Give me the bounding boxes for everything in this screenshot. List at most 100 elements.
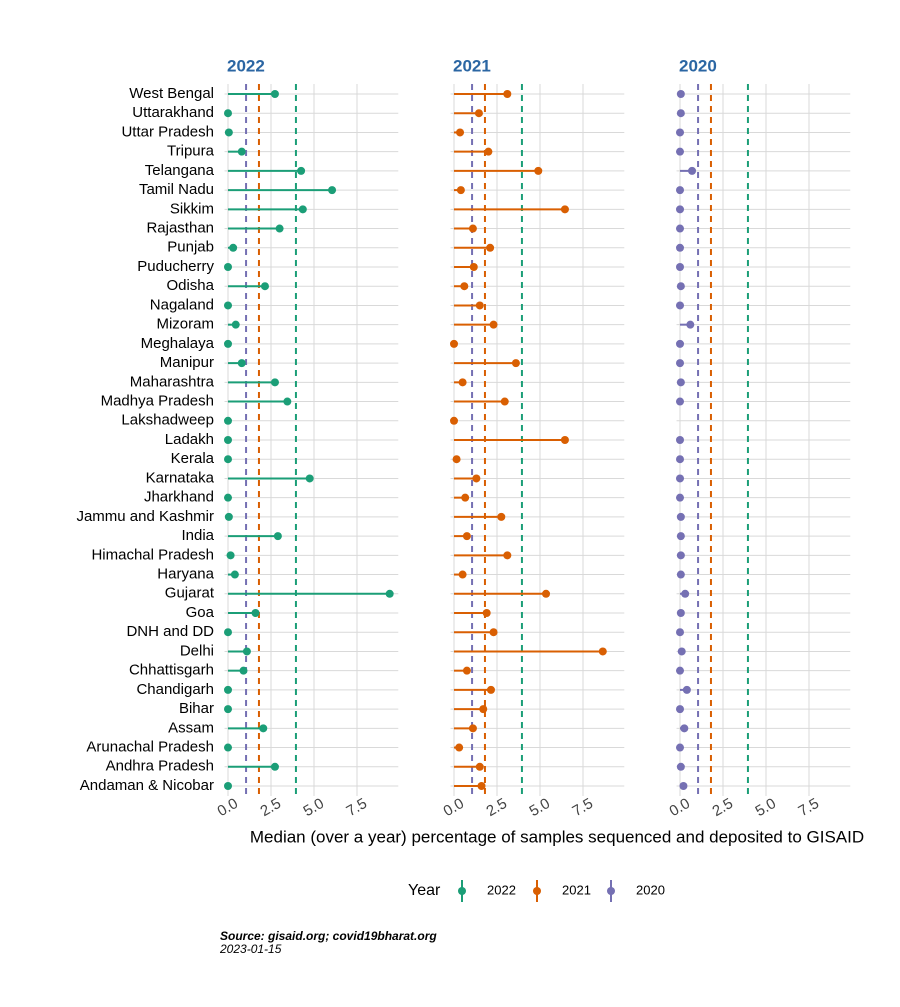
lollipop-dot (686, 320, 695, 329)
lollipop-dot (462, 532, 471, 541)
lollipop-dot (283, 397, 292, 406)
lollipop-dot (681, 589, 690, 598)
lollipop-dot (676, 532, 685, 541)
x-tick-label: 2.5 (257, 795, 284, 820)
y-tick-label: Chhattisgarh (129, 662, 214, 679)
panel-title: 2020 (679, 56, 717, 75)
lollipop-dot (676, 397, 684, 406)
y-tick-label: Punjab (167, 239, 214, 256)
lollipop-dot (305, 474, 314, 483)
lollipop-dot (676, 128, 684, 137)
lollipop-dot (456, 186, 465, 195)
lollipop-dot (237, 147, 246, 156)
lollipop-dot (677, 647, 686, 656)
panel-title: 2021 (453, 56, 491, 75)
lollipop-dot (461, 493, 470, 502)
lollipop-dot (676, 493, 684, 502)
y-tick-label: Puducherry (137, 258, 214, 275)
y-tick-label: Haryana (157, 566, 214, 583)
lollipop-dot (475, 762, 484, 771)
y-tick-label: Himachal Pradesh (91, 546, 214, 563)
lollipop-dot (676, 263, 684, 271)
lollipop-dot (560, 436, 569, 444)
lollipop-dot (479, 705, 488, 714)
x-tick-label: 0.0 (666, 795, 693, 820)
lollipop-dot (676, 339, 684, 348)
y-tick-label: DNH and DD (126, 623, 214, 640)
y-tick-label: Meghalaya (141, 335, 215, 352)
lollipop-dot (450, 416, 458, 425)
lollipop-dot (224, 263, 232, 271)
y-tick-label: Kerala (171, 450, 215, 467)
x-tick-label: 7.5 (569, 795, 596, 820)
lollipop-dot (450, 339, 458, 348)
lollipop-dot (452, 455, 461, 464)
panel-title: 2022 (227, 56, 265, 75)
lollipop-dot (475, 301, 484, 310)
x-tick-label: 5.0 (300, 795, 327, 820)
y-tick-label: Sikkim (170, 200, 214, 217)
lollipop-dot (486, 243, 495, 252)
lollipop-dot (682, 685, 691, 694)
lollipop-dot (231, 320, 240, 329)
lollipop-dot (270, 378, 279, 387)
y-tick-label: Andaman & Nicobar (80, 777, 214, 794)
x-tick-label: 0.0 (214, 795, 241, 820)
x-tick-label: 2.5 (709, 795, 736, 820)
legend-key (458, 887, 466, 895)
lollipop-dot (680, 724, 689, 733)
lollipop-dot (676, 186, 684, 195)
lollipop-dot (455, 743, 464, 752)
lollipop-dot (224, 109, 232, 118)
source: Source: gisaid.org; covid19bharat.org (220, 929, 437, 943)
lollipop-dot (598, 647, 607, 656)
lollipop-dot (385, 589, 394, 598)
lollipop-dot (270, 90, 279, 98)
lollipop-dot (472, 474, 481, 483)
x-axis-label: Median (over a year) percentage of sampl… (250, 827, 864, 846)
lollipop-dot (226, 551, 235, 560)
x-tick-label: 0.0 (440, 795, 467, 820)
lollipop-dot (676, 762, 685, 771)
lollipop-dot (676, 455, 684, 464)
y-tick-label: Karnataka (146, 469, 215, 486)
lollipop-dot (560, 205, 569, 214)
lollipop-dot (298, 205, 307, 214)
lollipop-dot (456, 128, 465, 137)
lollipop-dot (468, 224, 477, 233)
lollipop-dot (297, 166, 306, 175)
lollipop-dot (462, 666, 471, 675)
y-tick-label: Madhya Pradesh (101, 393, 214, 410)
lollipop-dot (676, 378, 685, 387)
lollipop-dot (676, 282, 685, 291)
y-tick-label: Tripura (167, 143, 215, 160)
lollipop-dot (458, 378, 467, 387)
lollipop-dot (486, 685, 495, 694)
lollipop-dot (676, 301, 684, 310)
x-tick-label: 5.0 (752, 795, 779, 820)
x-tick-label: 7.5 (795, 795, 822, 820)
legend-key (607, 887, 615, 895)
lollipop-dot (676, 205, 684, 214)
legend-label: 2021 (562, 882, 591, 897)
lollipop-dot (676, 436, 684, 444)
lollipop-dot (676, 512, 685, 521)
y-tick-label: Arunachal Pradesh (86, 739, 214, 756)
x-tick-label: 5.0 (526, 795, 553, 820)
lollipop-dot (328, 186, 337, 195)
lollipop-dot (676, 570, 685, 579)
y-tick-label: Telangana (145, 162, 215, 179)
lollipop-dot (676, 628, 684, 637)
lollipop-dot (275, 224, 284, 233)
lollipop-dot (468, 724, 477, 733)
y-tick-label: India (181, 527, 214, 544)
lollipop-dot (542, 589, 551, 598)
lollipop-dot (273, 532, 282, 541)
y-tick-label: Maharashtra (130, 373, 215, 390)
x-tick-label: 7.5 (343, 795, 370, 820)
y-tick-label: Jammu and Kashmir (76, 508, 214, 525)
y-tick-label: Uttarakhand (132, 104, 214, 121)
y-tick-label: Bihar (179, 700, 214, 717)
lollipop-dot (458, 570, 467, 579)
